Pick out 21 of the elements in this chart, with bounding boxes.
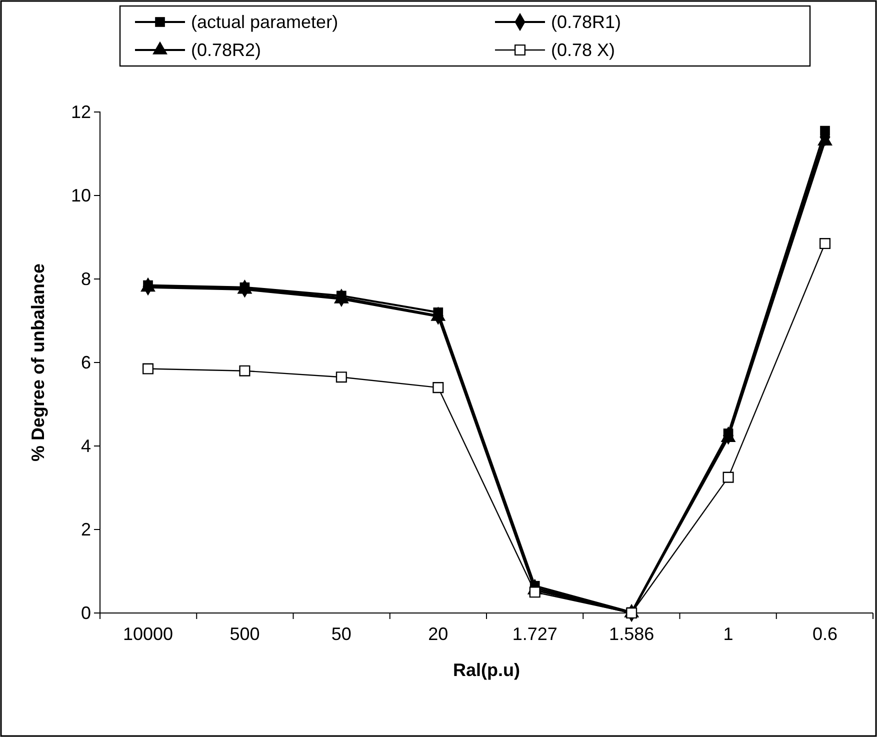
x-tick-label: 20 [428,624,448,644]
x-tick-label: 1.727 [512,624,558,644]
y-tick-label: 10 [70,185,91,206]
y-axis-title: % Degree of unbalance [28,263,48,462]
y-tick-label: 0 [80,602,91,623]
legend-label: (0.78 X) [551,40,616,60]
legend-label: (0.78R2) [191,40,262,60]
x-tick-label: 50 [331,624,352,644]
y-tick-label: 8 [80,268,91,289]
x-tick-label: 500 [230,624,260,644]
y-tick-label: 6 [80,352,91,372]
legend-label: (0.78R1) [551,12,622,32]
y-tick-label: 4 [80,436,91,456]
x-axis-title: Ral(p.u) [453,660,520,680]
legend-label: (actual parameter) [191,12,338,32]
x-tick-label: 10000 [122,624,174,644]
x-tick-label: 1.586 [609,624,654,644]
y-tick-label: 2 [80,519,91,540]
x-tick-label: 1 [723,624,734,644]
y-tick-label: 12 [70,102,91,122]
x-tick-label: 0.6 [812,624,838,644]
